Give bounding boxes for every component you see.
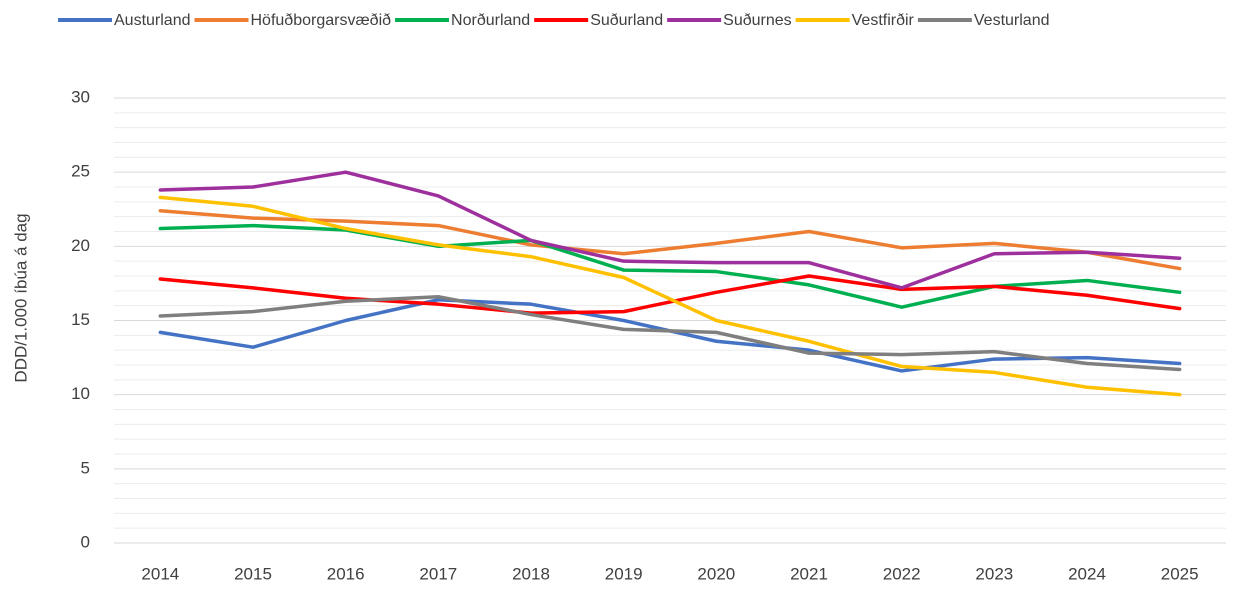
series-line <box>158 195 1182 397</box>
x-tick-label: 2016 <box>327 564 365 583</box>
x-tick-label: 2015 <box>234 564 272 583</box>
x-tick-label: 2025 <box>1161 564 1199 583</box>
y-axis-label: DDD/1.000 íbúa á dag <box>11 213 30 382</box>
legend-label: Vesturland <box>974 12 1050 29</box>
x-tick-label: 2019 <box>605 564 643 583</box>
y-tick-label: 15 <box>71 310 90 329</box>
y-tick-label: 20 <box>71 236 90 255</box>
x-tick-label: 2021 <box>790 564 828 583</box>
y-tick-label: 10 <box>71 384 90 403</box>
legend-label: Vestfirðir <box>852 12 915 29</box>
legend-label: Austurland <box>114 12 191 29</box>
series-line <box>158 223 1182 309</box>
y-tick-label: 30 <box>71 87 90 106</box>
x-tick-label: 2023 <box>975 564 1013 583</box>
x-tick-label: 2024 <box>1068 564 1106 583</box>
x-tick-label: 2022 <box>883 564 921 583</box>
y-tick-label: 5 <box>81 458 90 477</box>
legend-label: Suðurland <box>590 12 663 29</box>
legend-label: Höfuðborgarsvæðið <box>251 12 392 29</box>
x-tick-label: 2020 <box>697 564 735 583</box>
legend-label: Suðurnes <box>723 12 792 29</box>
y-tick-label: 0 <box>81 532 90 551</box>
legend: Austurland Höfuðborgarsvæðið Norðurland Suð… <box>58 12 1050 29</box>
x-tick-label: 2014 <box>141 564 179 583</box>
series-line <box>158 295 1182 372</box>
series-line <box>158 170 1182 290</box>
x-tick-label: 2018 <box>512 564 550 583</box>
series-line <box>158 274 1182 315</box>
x-tick-label: 2017 <box>419 564 457 583</box>
y-tick-label: 25 <box>71 162 90 181</box>
series-line <box>158 208 1182 271</box>
grid <box>114 97 1226 544</box>
legend-label: Norðurland <box>451 12 530 29</box>
